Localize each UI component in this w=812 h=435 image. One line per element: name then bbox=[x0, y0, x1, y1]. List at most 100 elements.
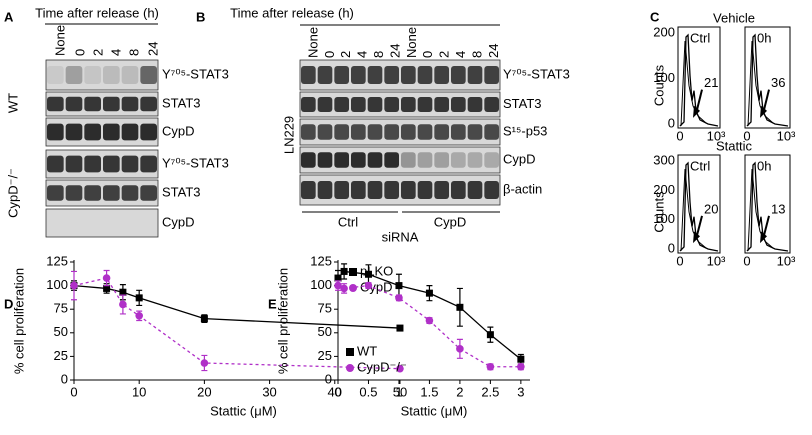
histogram-curve bbox=[680, 168, 707, 252]
lane-label: 2 bbox=[90, 49, 105, 56]
row-label: S¹⁵-p53 bbox=[503, 123, 547, 138]
legend-marker bbox=[349, 284, 357, 292]
y-tick-label: 50 bbox=[318, 324, 332, 339]
treatment-label: Vehicle bbox=[713, 10, 755, 25]
legend-marker bbox=[346, 348, 354, 356]
x-tick-label: 0 bbox=[676, 128, 683, 143]
blot-band bbox=[451, 124, 466, 140]
blot-band bbox=[401, 181, 416, 199]
marker bbox=[340, 267, 348, 275]
row-label: CypD bbox=[162, 214, 195, 229]
blot-band bbox=[351, 66, 366, 84]
panel-label: E bbox=[268, 296, 277, 311]
blot-band bbox=[47, 155, 64, 173]
histogram-curve bbox=[680, 40, 707, 127]
blot-band bbox=[367, 124, 383, 140]
blot-band bbox=[65, 96, 83, 112]
blot-band bbox=[384, 97, 399, 112]
panel-label: A bbox=[4, 9, 14, 24]
row-label: β-actin bbox=[503, 181, 542, 196]
y-tick-label: 75 bbox=[54, 301, 68, 316]
panel-label: D bbox=[4, 296, 13, 311]
blot-band bbox=[317, 181, 333, 199]
y-tick-label: 125 bbox=[310, 253, 332, 268]
x-tick-label: 2.5 bbox=[481, 384, 499, 399]
lane-label: 2 bbox=[338, 51, 353, 58]
x-tick-label: 0 bbox=[743, 128, 750, 143]
x-axis-label: Stattic (μM) bbox=[210, 403, 277, 418]
blot-band bbox=[140, 155, 157, 173]
lane-label: 0 bbox=[322, 51, 337, 58]
x-tick-label: 0.5 bbox=[359, 384, 377, 399]
blot-band bbox=[84, 123, 101, 141]
blot-band bbox=[84, 66, 101, 84]
lane-label: 0 bbox=[420, 51, 435, 58]
blot-band bbox=[367, 181, 383, 199]
row-label: STAT3 bbox=[503, 96, 542, 111]
row-label: CypD bbox=[162, 123, 195, 138]
blot-band bbox=[434, 124, 449, 140]
blot-band bbox=[301, 152, 316, 168]
plot-label: 0h bbox=[757, 158, 771, 173]
row-label: CypD bbox=[503, 151, 536, 166]
lane-label: 24 bbox=[145, 42, 160, 56]
blot-band bbox=[317, 66, 333, 84]
y-tick-label: 0 bbox=[668, 240, 675, 255]
blot-band bbox=[103, 123, 120, 141]
marker bbox=[135, 294, 143, 302]
x-tick-label: 40 bbox=[328, 384, 342, 399]
blot-band bbox=[103, 185, 120, 201]
blot-band bbox=[317, 124, 333, 140]
series-line bbox=[73, 284, 400, 329]
marker bbox=[396, 324, 404, 332]
marker bbox=[395, 282, 403, 290]
y-axis-label: Counts bbox=[651, 191, 666, 233]
marker bbox=[102, 274, 111, 282]
y-tick-label: 25 bbox=[54, 348, 68, 363]
sirna-group-label: CypD bbox=[434, 214, 467, 229]
blot-band bbox=[467, 66, 483, 84]
lane-label: 24 bbox=[387, 44, 402, 58]
lane-label: 24 bbox=[486, 44, 501, 58]
blot-band bbox=[384, 124, 399, 140]
y-tick-label: 200 bbox=[653, 24, 675, 39]
blot-band bbox=[334, 66, 349, 84]
x-tick-label: 20 bbox=[197, 384, 211, 399]
time-axis-label: Time after release (h) bbox=[35, 5, 159, 20]
x-tick-label: 50 bbox=[393, 384, 407, 399]
x-tick-label: 0 bbox=[743, 253, 750, 268]
lane-label: 4 bbox=[453, 51, 468, 58]
gate-value: 21 bbox=[704, 75, 718, 90]
panel-label: C bbox=[650, 9, 660, 24]
blot-band bbox=[84, 155, 101, 173]
marker bbox=[456, 345, 464, 353]
plot-label: Ctrl bbox=[690, 30, 710, 45]
blot-band bbox=[384, 66, 399, 84]
lane-label: 8 bbox=[469, 51, 484, 58]
row-label: Y⁷⁰⁵-STAT3 bbox=[162, 66, 229, 81]
blot-band bbox=[334, 152, 349, 168]
blot-band bbox=[417, 181, 433, 199]
blot-band bbox=[317, 152, 333, 168]
x-tick-label: 10 bbox=[132, 384, 146, 399]
treatment-label: Stattic bbox=[716, 138, 753, 153]
x-tick-label: 2 bbox=[456, 384, 463, 399]
y-tick-label: 125 bbox=[46, 253, 68, 268]
x-axis-label: Stattic (μM) bbox=[401, 403, 468, 418]
blot-band bbox=[334, 124, 349, 140]
blot-band bbox=[334, 97, 349, 112]
blot-band bbox=[367, 97, 383, 112]
lane-label: None bbox=[52, 25, 67, 56]
y-tick-label: 100 bbox=[653, 70, 675, 85]
gate-value: 20 bbox=[704, 201, 718, 216]
blot-band bbox=[140, 96, 157, 112]
blot-band bbox=[434, 152, 449, 168]
histogram-curve bbox=[747, 40, 774, 127]
blot bbox=[45, 208, 159, 238]
blot-band bbox=[121, 96, 139, 112]
row-label: STAT3 bbox=[162, 184, 201, 199]
histogram-frame bbox=[677, 26, 721, 129]
blot-band bbox=[84, 96, 101, 112]
blot-band bbox=[384, 181, 399, 199]
